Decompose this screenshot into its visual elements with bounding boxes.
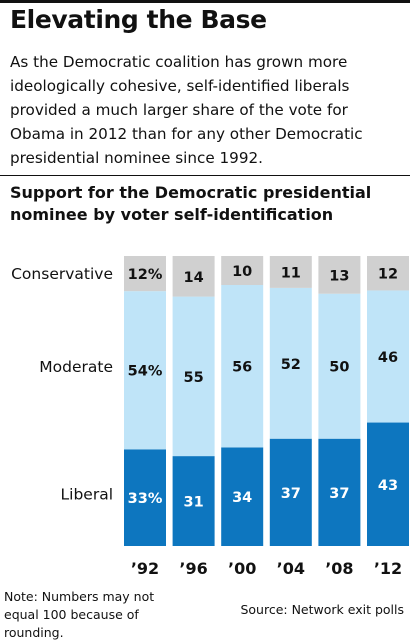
- bar-segment-moderate: [269, 287, 312, 439]
- bar-segment-moderate: [124, 291, 166, 450]
- x-tick-label: ’08: [325, 559, 353, 578]
- bar-segment-conservative: [367, 256, 409, 291]
- data-label-liberal: 34: [232, 490, 252, 506]
- data-label-conservative: 10: [232, 264, 252, 280]
- data-label-conservative: 13: [329, 268, 349, 284]
- chart-subtitle: Support for the Democratic presidential …: [10, 183, 372, 224]
- bar-segment-liberal: [269, 438, 312, 546]
- x-tick-label: ’96: [179, 559, 207, 578]
- bar-segment-conservative: [124, 256, 166, 292]
- top-rule: [0, 0, 410, 3]
- data-label-liberal: 33%: [128, 491, 163, 507]
- data-label-conservative: 12: [378, 267, 398, 283]
- footnote: Note: Numbers may not equal 100 because …: [4, 589, 155, 640]
- row-label-conservative: Conservative: [11, 265, 113, 283]
- data-label-moderate: 52: [281, 357, 301, 373]
- data-label-liberal: 31: [184, 495, 204, 511]
- bar-segment-moderate: [221, 285, 264, 448]
- bar-segment-moderate: [367, 290, 409, 423]
- bar-segment-conservative: [269, 256, 312, 288]
- bar-segment-moderate: [172, 296, 215, 457]
- x-tick-label: ’00: [228, 559, 256, 578]
- data-label-liberal: 37: [329, 486, 349, 502]
- data-label-moderate: 50: [329, 360, 349, 376]
- bar-segment-liberal: [318, 438, 361, 546]
- data-label-moderate: 54%: [128, 364, 163, 380]
- x-tick-label: ’04: [277, 559, 305, 578]
- data-label-liberal: 37: [281, 486, 301, 502]
- bar-segment-conservative: [172, 256, 215, 297]
- bar-segment-liberal: [221, 447, 264, 546]
- bar-segment-liberal: [172, 456, 215, 546]
- row-label-moderate: Moderate: [39, 358, 113, 376]
- row-label-liberal: Liberal: [61, 486, 114, 504]
- intro-text: As the Democratic coalition has grown mo…: [10, 53, 363, 167]
- data-label-conservative: 11: [281, 265, 301, 281]
- data-label-liberal: 43: [378, 478, 398, 494]
- data-label-conservative: 12%: [128, 267, 163, 283]
- x-tick-label: ’12: [374, 559, 402, 578]
- bar-segment-moderate: [318, 293, 361, 439]
- bar-segment-conservative: [221, 256, 264, 285]
- section-divider: [0, 175, 410, 176]
- bar-segment-liberal: [124, 449, 166, 546]
- data-label-moderate: 55: [184, 370, 204, 386]
- source-note: Source: Network exit polls: [240, 602, 404, 617]
- bar-segment-conservative: [318, 256, 361, 294]
- data-label-moderate: 46: [378, 350, 398, 366]
- chart-title: Elevating the Base: [10, 5, 267, 34]
- data-label-conservative: 14: [184, 270, 204, 286]
- bar-segment-liberal: [367, 422, 409, 546]
- data-label-moderate: 56: [232, 360, 252, 376]
- x-tick-label: ’92: [131, 559, 159, 578]
